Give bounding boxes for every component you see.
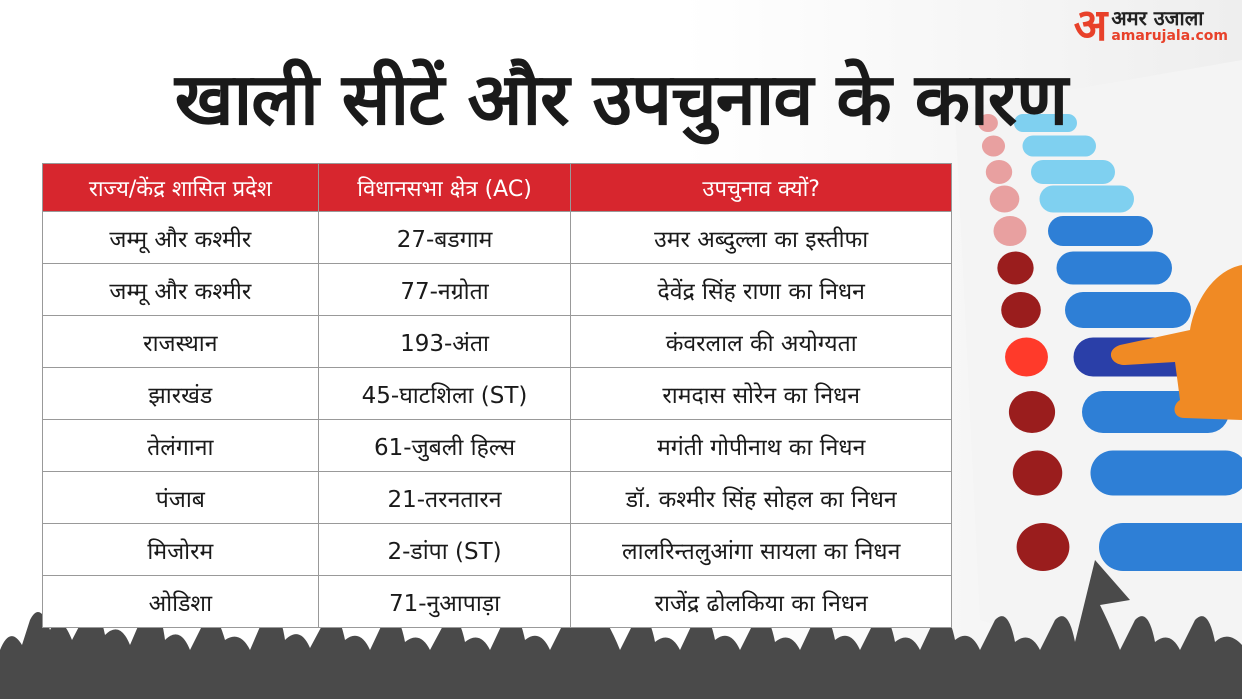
table: राज्य/केंद्र शासित प्रदेश विधानसभा क्षेत्… <box>42 163 952 628</box>
table-cell: पंजाब <box>42 471 319 524</box>
logo-text: अमर उजाला amarujala.com <box>1111 8 1228 44</box>
evm-pill <box>1056 251 1172 285</box>
table-cell: डॉ. कश्मीर सिंह सोहल का निधन <box>570 471 952 524</box>
evm-dot <box>985 160 1013 184</box>
table-row: तेलंगाना 61-जुबली हिल्स मगंती गोपीनाथ का न… <box>42 419 952 472</box>
table-cell: 61-जुबली हिल्स <box>317 419 572 472</box>
logo-mark: अ <box>1073 0 1108 51</box>
table-row: मिजोरम 2-डांपा (ST) लालरिन्तलुआंगा सायला क… <box>42 523 952 576</box>
crowd-silhouette <box>0 560 1242 699</box>
table-cell: ओडिशा <box>42 575 319 628</box>
table-cell: 27-बडगाम <box>317 211 572 264</box>
table-cell: कंवरलाल की अयोग्यता <box>570 315 952 368</box>
evm-dot <box>989 185 1020 213</box>
logo-name: अमर उजाला <box>1111 6 1204 31</box>
evm-pill <box>1014 114 1077 132</box>
column-header: उपचुनाव क्यों? <box>570 163 952 212</box>
table-row: जम्मू और कश्मीर 77-नग्रोता देवेंद्र सिंह र… <box>42 263 952 316</box>
evm-buttons <box>978 114 1242 571</box>
table-cell: 71-नुआपाड़ा <box>317 575 572 628</box>
table-cell: देवेंद्र सिंह राणा का निधन <box>570 263 952 316</box>
evm-dot <box>981 135 1006 157</box>
table-cell: राजस्थान <box>42 315 319 368</box>
table-cell: रामदास सोरेन का निधन <box>570 367 952 420</box>
evm-pill <box>1039 185 1134 213</box>
table-row: जम्मू और कश्मीर 27-बडगाम उमर अब्दुल्ला का … <box>42 211 952 264</box>
evm-pill <box>1022 135 1096 157</box>
evm-pill <box>1048 216 1153 246</box>
table-cell: जम्मू और कश्मीर <box>42 211 319 264</box>
table-cell: झारखंड <box>42 367 319 420</box>
evm-dot <box>997 251 1034 285</box>
table-cell: मगंती गोपीनाथ का निधन <box>570 419 952 472</box>
table-cell: राजेंद्र ढोलकिया का निधन <box>570 575 952 628</box>
table-cell: जम्मू और कश्मीर <box>42 263 319 316</box>
table-row: राजस्थान 193-अंता कंवरलाल की अयोग्यता <box>42 315 952 368</box>
header-row: राज्य/केंद्र शासित प्रदेश विधानसभा क्षेत्… <box>42 163 952 212</box>
table-cell: 21-तरनतारन <box>317 471 572 524</box>
table-body: जम्मू और कश्मीर 27-बडगाम उमर अब्दुल्ला का … <box>42 211 952 628</box>
evm-dot <box>1008 391 1056 433</box>
table-row: झारखंड 45-घाटशिला (ST) रामदास सोरेन का निध… <box>42 367 952 420</box>
logo: अ अमर उजाला amarujala.com <box>1074 4 1228 48</box>
table-cell: लालरिन्तलुआंगा सायला का निधन <box>570 523 952 576</box>
title: खाली सीटें और उपचुनाव के कारण <box>174 57 1069 141</box>
table-row: ओडिशा 71-नुआपाड़ा राजेंद्र ढोलकिया का निधन <box>42 575 952 628</box>
table-cell: 2-डांपा (ST) <box>317 523 572 576</box>
table-cell: 45-घाटशिला (ST) <box>317 367 572 420</box>
evm-dot <box>1016 523 1070 571</box>
evm-pill <box>1031 160 1115 184</box>
evm-pill <box>1090 450 1242 496</box>
evm-pill <box>1065 292 1191 328</box>
table-cell: 77-नग्रोता <box>317 263 572 316</box>
evm-dot <box>1012 450 1063 496</box>
logo-site: amarujala.com <box>1111 28 1228 45</box>
hand <box>1110 265 1242 420</box>
column-header: राज्य/केंद्र शासित प्रदेश <box>42 163 319 212</box>
evm-dot <box>1001 292 1041 328</box>
table-row: पंजाब 21-तरनतारन डॉ. कश्मीर सिंह सोहल का न… <box>42 471 952 524</box>
evm-dot <box>1005 337 1048 377</box>
column-header: विधानसभा क्षेत्र (AC) <box>317 163 572 212</box>
table-cell: मिजोरम <box>42 523 319 576</box>
evm-dot <box>978 114 998 132</box>
evm-pill <box>1099 523 1242 571</box>
table-cell: उमर अब्दुल्ला का इस्तीफा <box>570 211 952 264</box>
evm-dot <box>993 216 1027 246</box>
table-cell: 193-अंता <box>317 315 572 368</box>
table-cell: तेलंगाना <box>42 419 319 472</box>
